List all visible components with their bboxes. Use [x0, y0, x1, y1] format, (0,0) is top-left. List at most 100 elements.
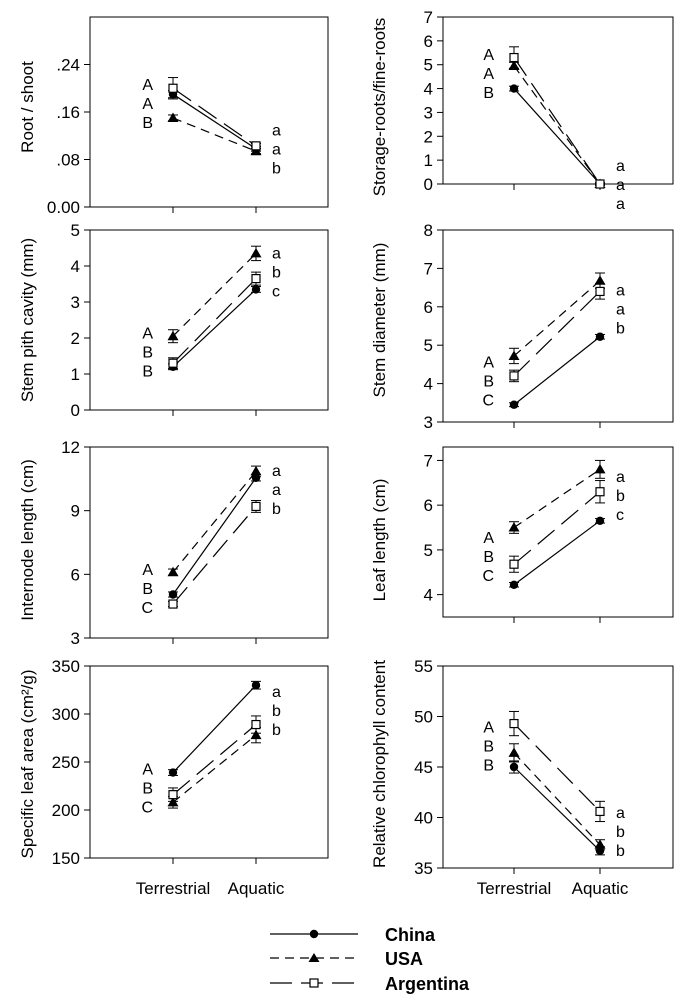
sig-letter-terrestrial-stem-diameter: B — [483, 373, 494, 390]
ytick-label-relative-chlorophyll: 45 — [414, 758, 433, 777]
sig-letter-aquatic-specific-leaf-area: a — [272, 684, 281, 701]
ylabel-stem-diameter: Stem diameter (mm) — [370, 243, 389, 398]
legend-entry-argentina: Argentina — [270, 974, 470, 994]
plot-frame-root-shoot — [89, 16, 329, 208]
series-line-china-specific-leaf-area — [172, 684, 257, 773]
sig-letter-terrestrial-stem-diameter: C — [482, 392, 494, 409]
panel-specific-leaf-area: Specific leaf area (cm²/g) — [18, 670, 37, 859]
series-line-usa-leaf-length — [513, 468, 601, 529]
sig-letter-terrestrial-relative-chlorophyll: A — [483, 719, 494, 736]
point-china-specific-leaf-area — [251, 681, 261, 690]
sig-letter-terrestrial-stem-pith-cavity: A — [142, 326, 153, 343]
sig-letter-aquatic-leaf-length: a — [616, 469, 625, 486]
sig-letter-terrestrial-stem-pith-cavity: B — [142, 364, 153, 381]
ytick-label-storage-roots: 5 — [424, 56, 433, 75]
point-argentina-stem-pith-cavity — [251, 274, 261, 284]
series-line-china-internode-length — [172, 477, 257, 595]
ytick-label-specific-leaf-area: 250 — [52, 753, 80, 772]
xtick-aquatic-left: Aquatic — [228, 879, 285, 898]
ytick-label-stem-diameter: 3 — [424, 413, 433, 432]
sig-letter-terrestrial-leaf-length: C — [482, 568, 494, 585]
panel-leaf-length: Leaf length (cm) — [370, 479, 389, 602]
legend-entry-usa: USA — [270, 949, 423, 969]
ylabel-relative-chlorophyll: Relative chlorophyll content — [370, 660, 389, 868]
legend-marker-china — [309, 929, 319, 939]
plot-frame-storage-roots — [442, 16, 674, 185]
ytick-label-internode-length: 9 — [71, 502, 80, 521]
point-argentina-internode-length — [251, 501, 261, 512]
sig-letter-aquatic-internode-length: a — [272, 482, 281, 499]
ytick-label-stem-pith-cavity: 3 — [71, 293, 80, 312]
ylabel-specific-leaf-area: Specific leaf area (cm²/g) — [18, 670, 37, 859]
ytick-label-relative-chlorophyll: 35 — [414, 859, 433, 878]
ytick-label-leaf-length: 4 — [424, 586, 433, 605]
point-usa-leaf-length — [594, 463, 606, 474]
point-china-stem-diameter — [595, 332, 605, 341]
sig-letter-aquatic-stem-diameter: a — [616, 302, 625, 319]
ytick-label-leaf-length: 6 — [424, 496, 433, 515]
series-line-usa-root-shoot — [172, 117, 257, 152]
ytick-label-stem-pith-cavity: 1 — [71, 365, 80, 384]
series-line-argentina-storage-roots — [513, 57, 601, 185]
ytick-label-root-shoot: .24 — [56, 56, 80, 75]
sig-letter-aquatic-relative-chlorophyll: b — [616, 824, 625, 841]
point-china-relative-chlorophyll — [509, 762, 519, 772]
sig-letter-terrestrial-relative-chlorophyll: B — [483, 757, 494, 774]
sig-letter-aquatic-root-shoot: a — [272, 142, 281, 159]
legend-marker-argentina — [309, 978, 319, 988]
ylabel-leaf-length: Leaf length (cm) — [370, 479, 389, 602]
sig-letter-terrestrial-specific-leaf-area: C — [141, 799, 153, 816]
ytick-label-stem-diameter: 4 — [424, 375, 433, 394]
legend-label-usa: USA — [385, 949, 423, 969]
ytick-label-leaf-length: 5 — [424, 541, 433, 560]
plot-frame-specific-leaf-area — [89, 665, 329, 859]
sig-letter-terrestrial-root-shoot: A — [142, 96, 153, 113]
plot-frame-internode-length — [89, 446, 329, 639]
series-line-china-storage-roots — [513, 88, 601, 185]
point-argentina-stem-diameter — [509, 371, 519, 381]
point-china-leaf-length — [509, 580, 519, 589]
point-china-leaf-length — [595, 516, 605, 526]
sig-letter-aquatic-stem-diameter: b — [616, 321, 625, 338]
plot-frame-leaf-length — [442, 446, 674, 618]
ytick-label-stem-pith-cavity: 0 — [71, 401, 80, 420]
ytick-label-storage-roots: 1 — [424, 151, 433, 170]
series-line-usa-storage-roots — [513, 65, 601, 185]
sig-letter-terrestrial-root-shoot: A — [142, 77, 153, 94]
point-argentina-relative-chlorophyll — [509, 718, 519, 729]
point-argentina-stem-pith-cavity — [168, 358, 178, 368]
ytick-label-storage-roots: 0 — [424, 175, 433, 194]
sig-letter-terrestrial-stem-diameter: A — [483, 354, 494, 371]
series-line-argentina-stem-diameter — [513, 291, 601, 377]
plot-frame-relative-chlorophyll — [442, 665, 674, 869]
ylabel-stem-pith-cavity: Stem pith cavity (mm) — [18, 238, 37, 402]
sig-letter-aquatic-specific-leaf-area: b — [272, 703, 281, 720]
ytick-label-specific-leaf-area: 200 — [52, 801, 80, 820]
legend-entry-china: China — [270, 925, 436, 945]
point-argentina-storage-roots — [509, 52, 519, 63]
series-line-china-stem-diameter — [513, 336, 601, 406]
series-line-argentina-internode-length — [172, 506, 257, 605]
sig-letter-aquatic-internode-length: a — [272, 463, 281, 480]
sig-letter-terrestrial-internode-length: A — [142, 562, 153, 579]
point-usa-internode-length — [250, 465, 262, 476]
legend-label-argentina: Argentina — [385, 974, 470, 994]
ytick-label-relative-chlorophyll: 55 — [414, 657, 433, 676]
panel-relative-chlorophyll: Relative chlorophyll content — [370, 660, 389, 868]
series-line-china-root-shoot — [172, 93, 257, 150]
point-argentina-root-shoot — [168, 83, 178, 93]
ytick-label-relative-chlorophyll: 50 — [414, 708, 433, 727]
panel-root-shoot: Root / shoot — [18, 61, 37, 153]
point-china-specific-leaf-area — [168, 768, 178, 777]
plot-frame-stem-pith-cavity — [89, 229, 329, 411]
sig-letter-aquatic-root-shoot: a — [272, 123, 281, 140]
point-usa-leaf-length — [508, 522, 520, 532]
series-line-china-relative-chlorophyll — [513, 766, 601, 852]
sig-letter-terrestrial-storage-roots: A — [483, 66, 494, 83]
ytick-label-internode-length: 3 — [71, 629, 80, 648]
sig-letter-aquatic-specific-leaf-area: b — [272, 722, 281, 739]
ytick-label-stem-pith-cavity: 4 — [71, 257, 80, 276]
point-usa-internode-length — [167, 566, 179, 577]
sig-letter-terrestrial-specific-leaf-area: B — [142, 780, 153, 797]
